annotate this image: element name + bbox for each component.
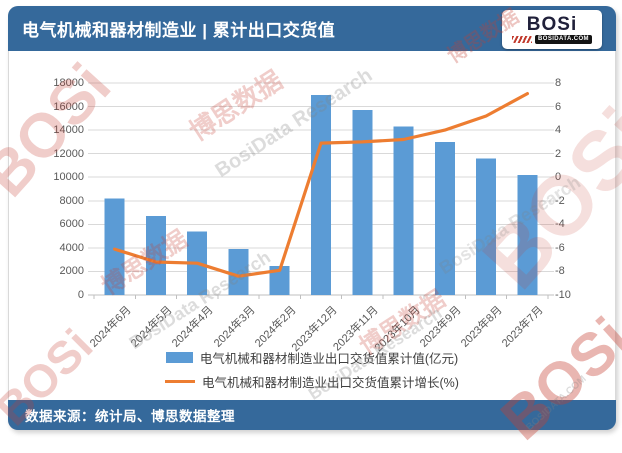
line-series-label: 电气机械和器材制造业出口交货值累计增长(%) [202,376,459,390]
trend-line [113,92,529,278]
bar [517,174,538,295]
y-axis-left-tick: 0 [77,289,84,301]
y-axis-right-tick: -4 [555,218,565,231]
y-axis-left-tick: 16000 [53,100,84,113]
y-axis-right-tick: 2 [555,147,562,160]
y-axis-left-tick: 10000 [53,171,84,184]
chart-legend: 电气机械和器材制造业出口交货值累计值(亿元) 电气机械和器材制造业出口交货值累计… [9,348,615,391]
y-axis-right-tick: 0 [555,171,562,184]
bar [269,266,290,295]
legend-item-line-series: 电气机械和器材制造业出口交货值累计增长(%) [165,372,459,391]
y-axis-right-tick: 8 [555,77,562,89]
y-axis-right-tick: 6 [555,100,562,113]
bar-series-label: 电气机械和器材制造业出口交货值累计值(亿元) [199,352,459,366]
page-title: 电气机械和器材制造业 | 累计出口交货值 [22,21,336,40]
chart-card: 电气机械和器材制造业 | 累计出口交货值 BOSi BOSIDATA.COM 0… [8,6,616,430]
bar [104,198,125,295]
data-source-text: 数据来源：统计局、博思数据整理 [25,409,235,424]
bar [311,94,331,295]
plot-area: 0 2000 4000 6000 8000 10000 12000 14000 16000 180… [53,77,571,354]
y-axis-left-tick: 2000 [59,265,84,278]
y-axis-right-tick: -2 [555,194,565,207]
logo-brand-text: BOSi [526,14,578,36]
y-axis-left-tick: 12000 [53,147,84,160]
y-axis-left-tick: 18000 [53,77,84,89]
page-background: 电气机械和器材制造业 | 累计出口交货值 BOSi BOSIDATA.COM 0… [0,5,622,453]
bar [434,141,455,295]
header-bar: 电气机械和器材制造业 | 累计出口交货值 BOSi BOSIDATA.COM [8,6,616,51]
bosi-logo: BOSi BOSIDATA.COM [502,10,602,49]
footer-bar: 数据来源：统计局、博思数据整理 [8,400,616,430]
bar-series-swatch [165,352,193,363]
bar [352,110,373,295]
logo-stripes-icon [512,36,533,43]
y-axis-left-tick: 6000 [59,218,84,231]
y-axis-left-tick: 8000 [59,194,84,207]
y-axis-left-tick: 4000 [59,241,84,254]
y-axis-right-tick: -10 [555,289,571,301]
logo-site-text: BOSIDATA.COM [535,35,592,44]
bar [145,216,166,295]
y-axis-right-tick: -8 [555,265,565,278]
bar [476,158,497,295]
logo-bottom-row: BOSIDATA.COM [512,35,592,44]
bar [393,126,414,295]
bar [228,249,249,295]
chart-canvas [88,82,554,299]
y-axis-right-tick: 4 [555,124,562,137]
line-series-swatch [165,380,196,383]
y-axis-right-tick: -6 [555,241,565,254]
y-axis-left-tick: 14000 [53,124,84,137]
legend-item-bar-series: 电气机械和器材制造业出口交货值累计值(亿元) [165,348,459,367]
